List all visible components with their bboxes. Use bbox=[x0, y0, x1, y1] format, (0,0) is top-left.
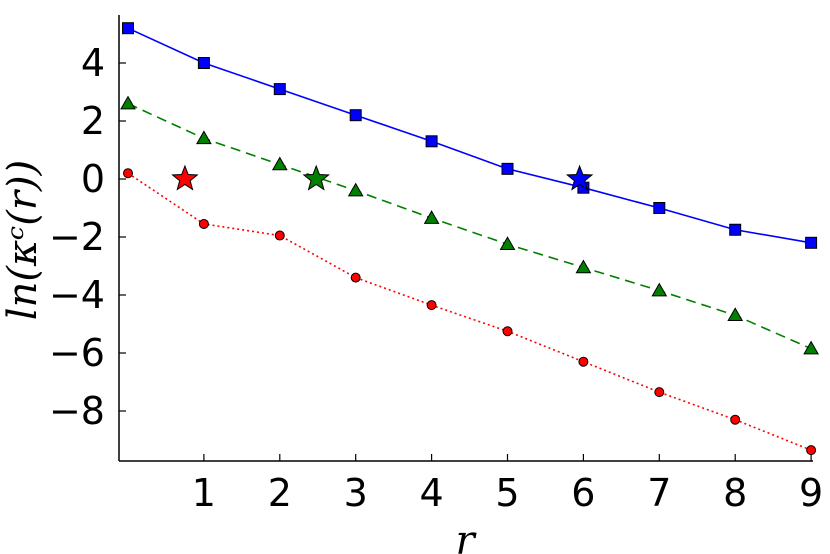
x-tick-label: 9 bbox=[799, 471, 823, 515]
series-line-circle bbox=[127, 172, 812, 451]
data-point-circle bbox=[502, 326, 513, 337]
x-tick-label: 5 bbox=[495, 471, 519, 515]
y-axis-label: ln(κᶜ(r)) bbox=[0, 160, 46, 320]
data-point-circle bbox=[578, 356, 589, 367]
y-tick-label: 0 bbox=[81, 157, 105, 201]
data-point-square bbox=[805, 236, 818, 249]
x-tick-label: 1 bbox=[192, 471, 216, 515]
data-point-square bbox=[729, 223, 742, 236]
data-point-square bbox=[122, 22, 134, 35]
data-point-circle bbox=[426, 300, 437, 311]
data-point-triangle bbox=[803, 340, 819, 355]
data-point-triangle bbox=[347, 182, 364, 197]
markers-layer bbox=[120, 22, 819, 456]
data-point-square bbox=[653, 202, 666, 214]
x-tick-label: 4 bbox=[420, 471, 444, 515]
stars-layer bbox=[171, 164, 594, 191]
y-tick-label: −2 bbox=[49, 215, 105, 259]
data-point-circle bbox=[806, 445, 817, 456]
data-point-circle bbox=[198, 218, 209, 229]
ticks: 1 2 3 4 5 6 7 8 9 4 2 0 −2 −4 −6 −8 bbox=[49, 41, 823, 515]
series-line-square bbox=[127, 27, 812, 244]
data-point-triangle bbox=[499, 236, 516, 250]
data-point-circle bbox=[350, 272, 361, 283]
series-line-triangle bbox=[127, 102, 812, 350]
y-tick-label: −6 bbox=[49, 331, 105, 375]
data-point-square bbox=[197, 57, 210, 69]
data-point-triangle bbox=[196, 130, 212, 145]
y-tick-label: −8 bbox=[49, 389, 105, 433]
data-point-triangle bbox=[727, 307, 744, 322]
data-point-circle bbox=[654, 387, 665, 398]
data-point-triangle bbox=[271, 156, 288, 171]
x-tick-label: 7 bbox=[647, 471, 671, 515]
data-point-triangle bbox=[120, 95, 136, 110]
y-tick-label: 4 bbox=[81, 41, 105, 85]
y-tick-label: 2 bbox=[81, 99, 105, 143]
x-tick-label: 2 bbox=[268, 471, 292, 515]
data-point-square bbox=[273, 83, 286, 96]
x-tick-label: 8 bbox=[723, 471, 747, 515]
series-layer bbox=[127, 27, 812, 451]
data-point-square bbox=[349, 109, 362, 122]
data-point-square bbox=[425, 135, 438, 148]
star-marker bbox=[302, 164, 330, 191]
data-point-circle bbox=[730, 414, 741, 425]
data-point-triangle bbox=[651, 282, 668, 297]
y-tick-label: −4 bbox=[49, 273, 105, 317]
data-point-circle bbox=[274, 230, 285, 241]
star-marker bbox=[565, 164, 594, 191]
x-tick-label: 6 bbox=[571, 471, 595, 515]
data-point-square bbox=[501, 162, 514, 175]
star-marker bbox=[171, 164, 199, 191]
x-tick-label: 3 bbox=[344, 471, 368, 515]
data-point-triangle bbox=[423, 210, 440, 224]
axes bbox=[118, 15, 813, 462]
data-point-circle bbox=[123, 168, 133, 179]
data-point-triangle bbox=[575, 259, 592, 274]
x-axis-label: r bbox=[455, 518, 477, 554]
